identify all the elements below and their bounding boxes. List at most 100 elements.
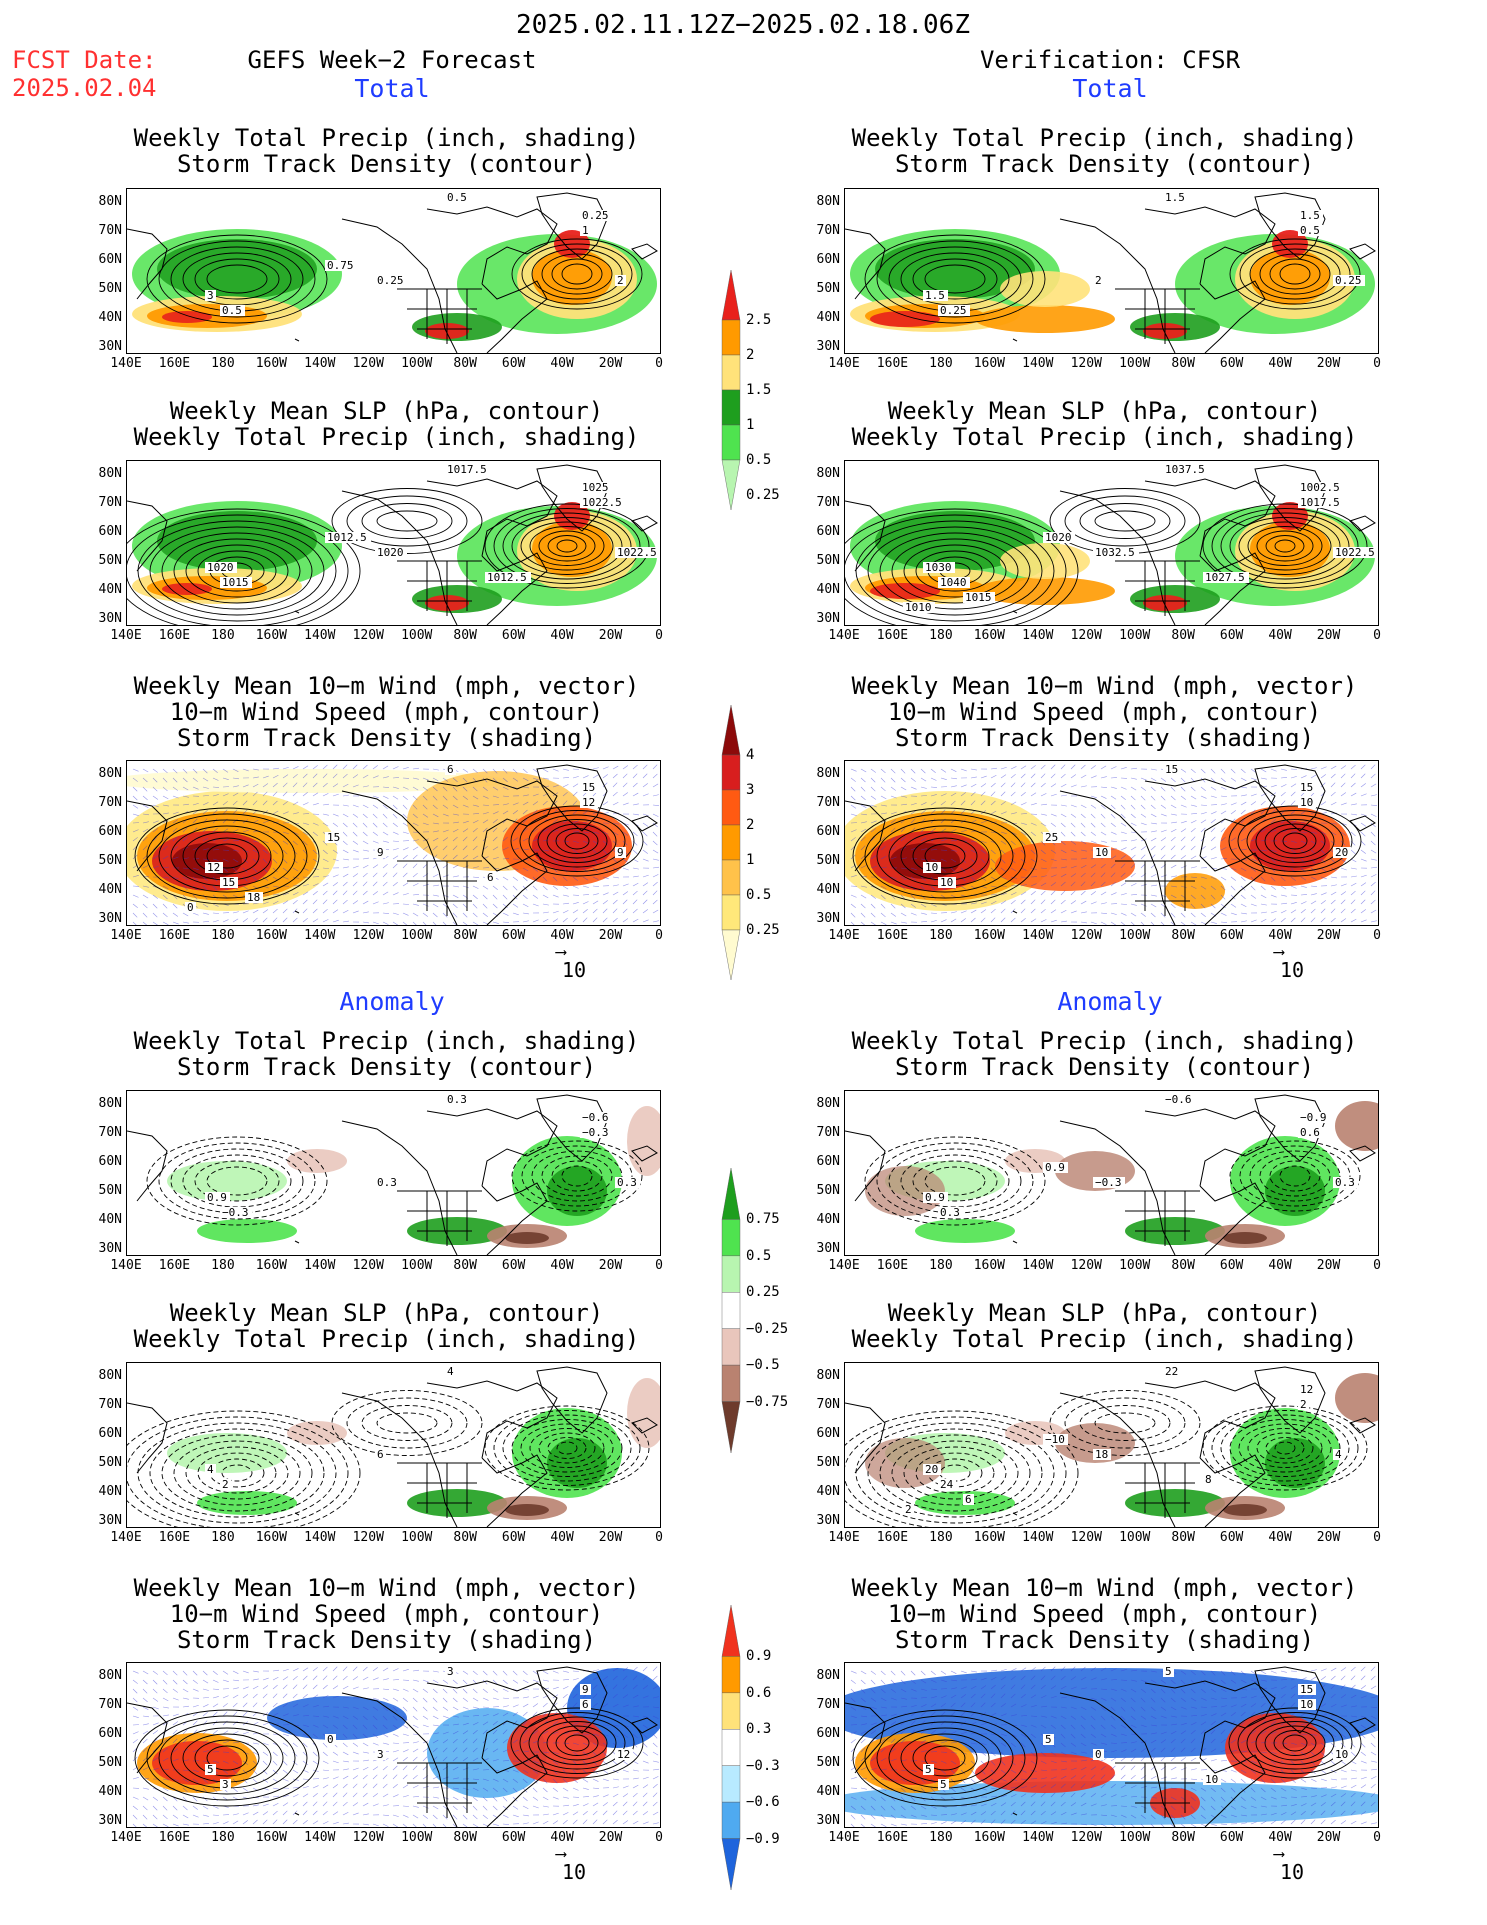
contour-label-text: 12 bbox=[207, 861, 220, 874]
wind-arrow bbox=[1320, 908, 1326, 914]
contour-line bbox=[903, 544, 1007, 598]
wind-arrow bbox=[970, 909, 977, 914]
lat-label: 80N bbox=[98, 1096, 122, 1111]
wind-arrow bbox=[402, 831, 409, 834]
wind-arrow bbox=[1350, 1675, 1356, 1681]
wind-arrow bbox=[442, 1739, 449, 1744]
gefs-total-slp-map: 1017.5 1020 1020 1015 1025 1022.5 1022.5 1012.5… bbox=[126, 460, 661, 626]
wind-arrow bbox=[372, 840, 379, 844]
contour-line bbox=[146, 1136, 328, 1226]
contour-label: 10 bbox=[1298, 1698, 1316, 1711]
wind-arrow bbox=[980, 800, 986, 806]
anom-shade bbox=[287, 1421, 347, 1445]
wind-arrow bbox=[880, 866, 887, 869]
wind-arrow bbox=[432, 912, 438, 918]
lat-label: 30N bbox=[816, 911, 840, 926]
wind-arrow bbox=[262, 1693, 268, 1699]
vector-reference-value: 10 bbox=[1280, 958, 1305, 982]
wind-arrow bbox=[382, 1793, 389, 1798]
contour-label-text: 4 bbox=[1335, 1448, 1342, 1461]
wind-arrow bbox=[850, 921, 855, 925]
lon-label: 0 bbox=[1373, 928, 1381, 943]
wind-arrow bbox=[1000, 867, 1006, 872]
contour-label: 0.9 bbox=[205, 1191, 230, 1204]
wind-arrow bbox=[1340, 802, 1347, 806]
wind-arrow bbox=[422, 883, 429, 887]
wind-arrow bbox=[920, 1679, 927, 1684]
wind-arrow bbox=[532, 919, 539, 923]
wind-arrow bbox=[1250, 919, 1257, 923]
wind-arrow bbox=[522, 848, 529, 851]
wind-arrow bbox=[1220, 1787, 1226, 1793]
wind-arrow bbox=[1180, 885, 1187, 889]
wind-arrow bbox=[232, 829, 239, 833]
wind-arrow bbox=[1250, 1670, 1257, 1675]
wind-arrow bbox=[1300, 1819, 1306, 1825]
wind-arrow bbox=[322, 899, 328, 905]
lon-label: 0 bbox=[655, 356, 663, 371]
wind-arrow bbox=[372, 1774, 378, 1780]
wind-arrow bbox=[950, 894, 957, 898]
wind-arrow bbox=[1360, 1715, 1367, 1719]
wind-arrow bbox=[1220, 1778, 1227, 1783]
wind-arrow bbox=[472, 1796, 478, 1802]
wind-arrow bbox=[1340, 899, 1346, 905]
wind-arrow bbox=[152, 804, 159, 808]
contour-label-text: 0.5 bbox=[222, 304, 242, 317]
wind-arrow bbox=[1280, 1679, 1287, 1681]
wind-arrow bbox=[422, 1715, 429, 1720]
wind-arrow bbox=[890, 1721, 897, 1726]
wind-arrow bbox=[522, 1679, 529, 1684]
wind-arrow bbox=[382, 1667, 389, 1672]
wind-arrow bbox=[382, 1697, 389, 1701]
wind-arrow bbox=[622, 792, 629, 797]
wind-arrow bbox=[1090, 1793, 1096, 1798]
wind-arrow bbox=[202, 768, 208, 774]
wind-arrow bbox=[432, 786, 438, 792]
wind-arrow bbox=[152, 1722, 159, 1726]
wind-arrow bbox=[1040, 1792, 1046, 1798]
wind-arrow bbox=[252, 1751, 259, 1756]
wind-arrow bbox=[1190, 894, 1196, 900]
colorbar-swatch bbox=[721, 1167, 741, 1220]
wind-arrow bbox=[542, 885, 548, 891]
wind-arrow bbox=[1310, 774, 1317, 779]
lat-label: 30N bbox=[816, 1813, 840, 1828]
wind-arrow bbox=[392, 1757, 399, 1762]
wind-arrow bbox=[890, 777, 896, 783]
wind-arrow bbox=[1010, 1675, 1016, 1681]
contour-label-text: 1 bbox=[582, 224, 589, 237]
wind-arrow bbox=[552, 1820, 559, 1825]
wind-arrow bbox=[1030, 765, 1036, 770]
wind-arrow bbox=[212, 1670, 218, 1676]
wind-arrow bbox=[1020, 782, 1026, 788]
wind-arrow bbox=[652, 849, 659, 854]
contour-group bbox=[484, 503, 650, 589]
wind-arrow bbox=[1000, 1733, 1007, 1737]
wind-arrow bbox=[602, 831, 609, 835]
wind-arrow bbox=[242, 1711, 248, 1717]
wind-arrow bbox=[312, 773, 318, 779]
wind-arrow bbox=[990, 1802, 997, 1807]
wind-arrow bbox=[292, 917, 298, 923]
coast-segment bbox=[426, 1108, 558, 1187]
anom-shade bbox=[197, 1491, 297, 1515]
wind-arrow bbox=[1300, 876, 1307, 881]
anom-shade bbox=[915, 1219, 1015, 1243]
wind-arrow bbox=[910, 810, 917, 815]
wind-arrow bbox=[412, 777, 419, 780]
wind-arrow bbox=[462, 885, 469, 889]
contour-label-text: 2 bbox=[1095, 274, 1102, 287]
wind-arrow bbox=[860, 1688, 866, 1694]
wind-arrow bbox=[890, 768, 896, 774]
coast-segment bbox=[1144, 478, 1276, 557]
wind-arrow bbox=[880, 836, 886, 842]
wind-arrow bbox=[162, 795, 169, 800]
wind-arrow bbox=[1130, 822, 1137, 826]
colorbar-label: 2 bbox=[746, 817, 755, 833]
wind-arrow bbox=[512, 1670, 518, 1676]
wind-arrow bbox=[860, 885, 867, 888]
wind-arrow bbox=[352, 1792, 358, 1798]
wind-arrow bbox=[990, 849, 996, 855]
